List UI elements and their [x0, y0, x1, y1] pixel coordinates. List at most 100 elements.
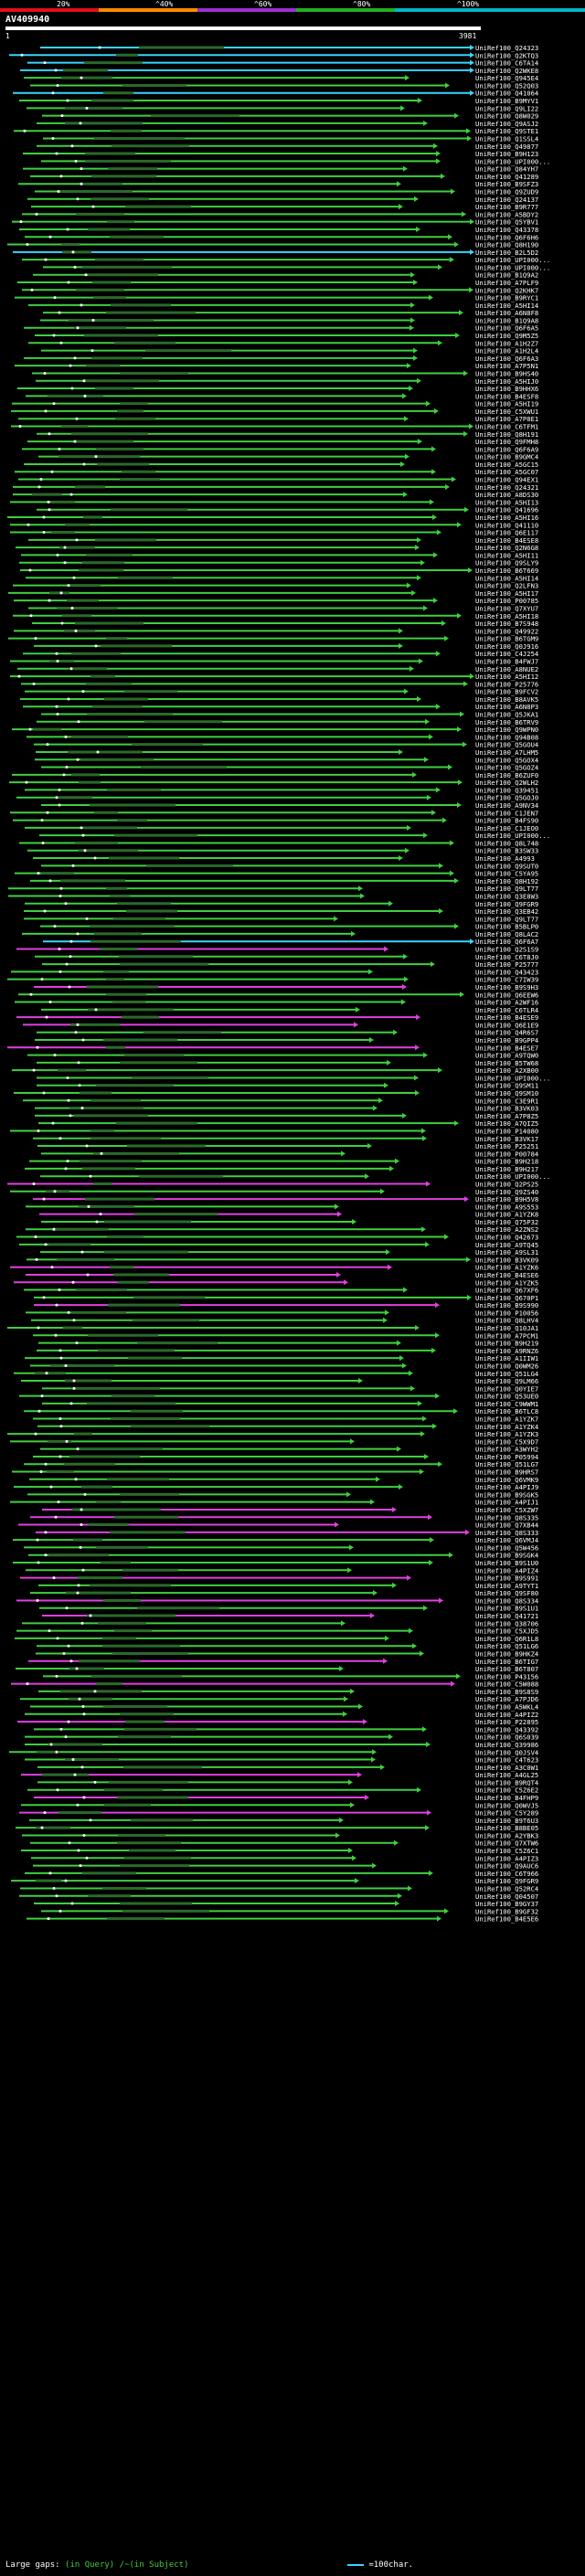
hit-label[interactable]: UniRef100_A1YZK4 [475, 1423, 538, 1431]
hit-label[interactable]: UniRef100_Q2N6G8 [475, 544, 538, 552]
hit-label[interactable]: UniRef100_C4J254 [475, 650, 538, 658]
hit-label[interactable]: UniRef100_B9GPP4 [475, 1036, 538, 1044]
hit-label[interactable]: UniRef100_Q04507 [475, 1892, 538, 1901]
hit-label[interactable]: UniRef100_B6T669 [475, 567, 538, 575]
hit-label[interactable]: UniRef100_A1YZK6 [475, 1264, 538, 1272]
hit-label[interactable]: UniRef100_Q2KTQ3 [475, 51, 538, 59]
hit-label[interactable]: UniRef100_B9H123 [475, 150, 538, 158]
hit-label[interactable]: UniRef100_Q75P32 [475, 1218, 538, 1226]
hit-label[interactable]: UniRef100_Q38706 [475, 1619, 538, 1627]
hit-label[interactable]: UniRef100_B9RYC1 [475, 294, 538, 302]
hit-label[interactable]: UniRef100_Q8LHV4 [475, 1317, 538, 1325]
hit-label[interactable]: UniRef100_Q9FMH8 [475, 438, 538, 446]
hit-label[interactable]: UniRef100_Q52RC4 [475, 1884, 538, 1892]
hit-label[interactable]: UniRef100_Q41064 [475, 90, 538, 98]
hit-label[interactable]: UniRef100_Q41696 [475, 506, 538, 514]
hit-label[interactable]: UniRef100_A1YZK3 [475, 1430, 538, 1438]
hit-label[interactable]: UniRef100_B4ESE7 [475, 1044, 538, 1052]
hit-label[interactable]: UniRef100_B4ESE8 [475, 536, 538, 545]
hit-label[interactable]: UniRef100_A5HI13 [475, 498, 538, 506]
hit-label[interactable]: UniRef100_A4PIZ3 [475, 1854, 538, 1862]
hit-label[interactable]: UniRef100_Q7XYU7 [475, 604, 538, 612]
hit-label[interactable]: UniRef100_C6TFM1 [475, 423, 538, 431]
hit-label[interactable]: UniRef100_Q8H190 [475, 241, 538, 249]
hit-label[interactable]: UniRef100_Q9FGR9 [475, 1877, 538, 1885]
hit-label[interactable]: UniRef100_Q84YH7 [475, 165, 538, 174]
hit-label[interactable]: UniRef100_A4993 [475, 854, 535, 863]
hit-label[interactable]: UniRef100_A2YBK3 [475, 1831, 538, 1839]
hit-label[interactable]: UniRef100_B4FWJ7 [475, 657, 538, 665]
hit-label[interactable]: UniRef100_B6TGM9 [475, 635, 538, 643]
hit-label[interactable]: UniRef100_B9GY37 [475, 1900, 538, 1908]
hit-label[interactable]: UniRef100_Q5JKA1 [475, 711, 538, 719]
hit-label[interactable]: UniRef100_Q8LAC2 [475, 930, 538, 938]
hit-label[interactable]: UniRef100_Q8H192 [475, 877, 538, 885]
hit-label[interactable]: UniRef100_B1Q9A8 [475, 316, 538, 324]
hit-label[interactable]: UniRef100_A7PLF9 [475, 279, 538, 287]
hit-label[interactable]: UniRef100_A7QIZ5 [475, 1119, 538, 1128]
hit-label[interactable]: UniRef100_B4ESF8 [475, 392, 538, 400]
hit-label[interactable]: UniRef100_Q5YBV1 [475, 218, 538, 227]
hit-label[interactable]: UniRef100_A5HI14 [475, 302, 538, 310]
hit-label[interactable]: UniRef100_Q94EX1 [475, 476, 538, 484]
hit-label[interactable]: UniRef100_Q9SF80 [475, 1589, 538, 1597]
hit-label[interactable]: UniRef100_Q9LM66 [475, 1377, 538, 1385]
hit-label[interactable]: UniRef100_UPI000... [475, 1074, 550, 1082]
hit-label[interactable]: UniRef100_Q945E4 [475, 74, 538, 82]
hit-label[interactable]: UniRef100_Q43392 [475, 1725, 538, 1733]
hit-label[interactable]: UniRef100_B3VK09 [475, 1256, 538, 1264]
hit-label[interactable]: UniRef100_Q8S334 [475, 1596, 538, 1605]
hit-label[interactable]: UniRef100_A3C0W1 [475, 1764, 538, 1772]
hit-label[interactable]: UniRef100_Q43378 [475, 226, 538, 234]
hit-label[interactable]: UniRef100_Q0JSV4 [475, 1748, 538, 1756]
hit-label[interactable]: UniRef100_A9S553 [475, 1203, 538, 1211]
hit-label[interactable]: UniRef100_B3SW33 [475, 847, 538, 855]
hit-label[interactable]: UniRef100_B1Q9A2 [475, 271, 538, 280]
hit-label[interactable]: UniRef100_Q670P1 [475, 1294, 538, 1302]
hit-label[interactable]: UniRef100_Q9STE1 [475, 127, 538, 135]
hit-label[interactable]: UniRef100_Q9SLY9 [475, 559, 538, 567]
hit-label[interactable]: UniRef100_P05994 [475, 1453, 538, 1461]
hit-label[interactable]: UniRef100_C7IW39 [475, 976, 538, 984]
hit-label[interactable]: UniRef100_A1YZK7 [475, 1415, 538, 1423]
hit-label[interactable]: UniRef100_B9R777 [475, 203, 538, 211]
hit-label[interactable]: UniRef100_B9SGK5 [475, 1490, 538, 1499]
hit-label[interactable]: UniRef100_B9S1U0 [475, 1559, 538, 1567]
hit-label[interactable]: UniRef100_B9GF32 [475, 1907, 538, 1915]
hit-label[interactable]: UniRef100_A9TQW0 [475, 1052, 538, 1060]
hit-label[interactable]: UniRef100_Q9M5Z5 [475, 332, 538, 340]
hit-label[interactable]: UniRef100_B6T807 [475, 1665, 538, 1673]
hit-label[interactable]: UniRef100_Q94B08 [475, 733, 538, 741]
hit-label[interactable]: UniRef100_A6N8F8 [475, 309, 538, 317]
hit-label[interactable]: UniRef100_Q2S1S9 [475, 946, 538, 954]
hit-label[interactable]: UniRef100_A6N8P3 [475, 703, 538, 711]
hit-label[interactable]: UniRef100_Q2PS25 [475, 1181, 538, 1189]
hit-label[interactable]: UniRef100_A4GL25 [475, 1771, 538, 1779]
hit-label[interactable]: UniRef100_Q43423 [475, 968, 538, 976]
hit-label[interactable]: UniRef100_A9TQ45 [475, 1241, 538, 1249]
hit-label[interactable]: UniRef100_B9GMC4 [475, 453, 538, 461]
hit-label[interactable]: UniRef100_Q6E1E9 [475, 1021, 538, 1029]
hit-label[interactable]: UniRef100_Q24321 [475, 483, 538, 492]
hit-label[interactable]: UniRef100_Q6F6A3 [475, 355, 538, 363]
hit-label[interactable]: UniRef100_Q6VMK9 [475, 1476, 538, 1484]
hit-label[interactable]: UniRef100_A1H2Z7 [475, 339, 538, 347]
hit-label[interactable]: UniRef100_Q67XF6 [475, 1287, 538, 1295]
hit-label[interactable]: UniRef100_B3VK03 [475, 1105, 538, 1113]
hit-label[interactable]: UniRef100_C5Z6C1 [475, 1847, 538, 1855]
hit-label[interactable]: UniRef100_B9H5V8 [475, 1195, 538, 1203]
hit-label[interactable]: UniRef100_Q9ASJ2 [475, 120, 538, 128]
hit-label[interactable]: UniRef100_Q8S335 [475, 1513, 538, 1521]
hit-label[interactable]: UniRef100_A7LHM5 [475, 748, 538, 757]
hit-label[interactable]: UniRef100_C6TA14 [475, 59, 538, 68]
hit-label[interactable]: UniRef100_Q51LG6 [475, 1642, 538, 1650]
hit-label[interactable]: UniRef100_Q6F6H6 [475, 233, 538, 241]
hit-label[interactable]: UniRef100_P00784 [475, 1150, 538, 1158]
hit-label[interactable]: UniRef100_A5HI17 [475, 589, 538, 598]
hit-label[interactable]: UniRef100_B9S991 [475, 1574, 538, 1583]
hit-label[interactable]: UniRef100_P43156 [475, 1672, 538, 1680]
hit-label[interactable]: UniRef100_A3WYH2 [475, 1446, 538, 1454]
hit-label[interactable]: UniRef100_B8BE05 [475, 1824, 538, 1832]
hit-label[interactable]: UniRef100_Q3E8W3 [475, 892, 538, 900]
hit-label[interactable]: UniRef100_A5HI19 [475, 400, 538, 408]
